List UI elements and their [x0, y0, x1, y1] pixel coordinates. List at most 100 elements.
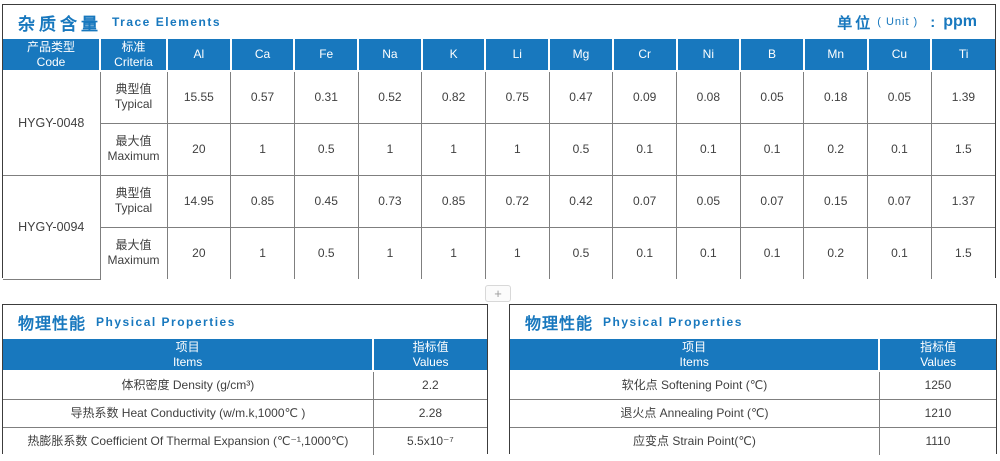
- code-column-header: 产品类型 Code: [3, 39, 101, 72]
- values-column-header-cn: 指标值: [412, 339, 449, 354]
- items-column-header-cn: 项目: [175, 339, 200, 354]
- physical-left-title-en: Physical Properties: [96, 315, 236, 329]
- element-column-header-al: Al: [166, 39, 232, 72]
- items-column-header-en: Items: [172, 354, 203, 369]
- value-cell: 0.07: [867, 174, 932, 228]
- criteria-en: Typical: [114, 201, 153, 215]
- trace-title-en: Trace Elements: [112, 15, 222, 29]
- criteria-cell: 最大值 Maximum: [100, 226, 168, 279]
- property-item-cell: 退火点 Annealing Point (℃): [510, 398, 880, 428]
- criteria-cell: 典型值 Typical: [99, 70, 168, 124]
- element-column-header-na: Na: [357, 39, 423, 72]
- property-item-cell: 软化点 Softening Point (℃): [510, 370, 880, 400]
- value-cell: 0.05: [676, 174, 741, 228]
- physical-left-title-cn: 物理性能: [18, 316, 87, 333]
- element-column-header-k: K: [420, 39, 487, 72]
- physical-right-table: 项目 Items 指标值 Values 软化点 Softening Point …: [510, 339, 996, 455]
- element-column-header-mn: Mn: [802, 39, 869, 72]
- value-cell: 0.5: [548, 122, 614, 176]
- value-cell: 1: [421, 122, 486, 176]
- table-row: 体积密度 Density (g/cm³) 2.2: [3, 370, 487, 400]
- product-code-cell: HYGY-0048: [3, 70, 101, 176]
- property-value-cell: 2.28: [372, 398, 487, 428]
- value-cell: 0.42: [548, 174, 614, 228]
- value-cell: 1.5: [930, 122, 995, 176]
- criteria-cn: 最大值: [115, 238, 152, 253]
- element-column-header-cr: Cr: [611, 39, 678, 72]
- value-cell: 1: [484, 226, 550, 279]
- items-column-header-en: Items: [679, 354, 709, 369]
- value-cell: 0.1: [867, 122, 932, 176]
- value-cell: 0.05: [739, 70, 805, 124]
- trace-elements-table: 产品类型 Code 标准 Criteria Al Ca Fe Na K Li Mg Cr Ni B…: [3, 39, 995, 280]
- value-cell: 1.5: [930, 226, 995, 279]
- value-cell: 0.85: [230, 174, 295, 228]
- criteria-cn: 最大值: [115, 134, 152, 148]
- value-cell: 1: [421, 226, 486, 279]
- unit-value: ppm: [943, 13, 977, 30]
- values-column-header-cn: 指标值: [920, 339, 957, 354]
- criteria-column-header: 标准 Criteria: [99, 39, 168, 72]
- code-column-header-en: Code: [36, 54, 66, 69]
- value-cell: 0.1: [739, 122, 805, 176]
- physical-properties-panel-left: 物理性能 Physical Properties 项目 Items 指标值 Va…: [2, 304, 488, 455]
- expand-button[interactable]: +: [485, 285, 511, 302]
- property-item-cell: 热膨胀系数 Coefficient Of Thermal Expansion (…: [3, 426, 374, 455]
- value-cell: 0.75: [484, 70, 550, 124]
- value-cell: 0.72: [484, 174, 550, 228]
- physical-left-table: 项目 Items 指标值 Values 体积密度 Density (g/cm³)…: [3, 339, 487, 455]
- criteria-en: Maximum: [107, 253, 160, 268]
- value-cell: 1.37: [930, 174, 995, 228]
- value-cell: 0.05: [867, 70, 932, 124]
- trace-title-cn: 杂质含量: [18, 14, 102, 34]
- property-value-cell: 1110: [878, 426, 996, 455]
- value-cell: 0.73: [357, 174, 423, 228]
- value-cell: 1: [357, 122, 423, 176]
- physical-right-table-body: 软化点 Softening Point (℃) 1250 退火点 Annealing…: [510, 370, 996, 455]
- property-value-cell: 1210: [878, 398, 996, 428]
- code-column-header-cn: 产品类型: [26, 39, 75, 54]
- trace-header-row: 产品类型 Code 标准 Criteria Al Ca Fe Na K Li Mg Cr Ni B…: [3, 39, 995, 72]
- items-column-header-cn: 项目: [682, 339, 707, 354]
- value-cell: 0.2: [803, 226, 869, 279]
- table-row: 热膨胀系数 Coefficient Of Thermal Expansion (…: [3, 426, 487, 455]
- element-column-header-ca: Ca: [229, 39, 296, 72]
- element-column-header-fe: Fe: [293, 39, 360, 72]
- physical-left-table-body: 体积密度 Density (g/cm³) 2.2 导热系数 Heat Conduct…: [3, 370, 487, 455]
- criteria-column-header-en: Criteria: [114, 54, 153, 69]
- value-cell: 0.2: [803, 122, 869, 176]
- physical-right-title-cn: 物理性能: [525, 316, 594, 333]
- value-cell: 20: [166, 122, 232, 176]
- criteria-cn: 典型值: [115, 186, 152, 200]
- property-item-cell: 体积密度 Density (g/cm³): [3, 370, 374, 400]
- criteria-cn: 典型值: [115, 82, 152, 97]
- value-cell: 0.09: [612, 70, 677, 124]
- value-cell: 0.82: [421, 70, 486, 124]
- unit-label: 单位 ( Unit ) : ppm: [837, 12, 977, 33]
- physical-right-title-en: Physical Properties: [603, 315, 743, 329]
- items-column-header: 项目 Items: [510, 339, 881, 372]
- physical-right-title-bar: 物理性能 Physical Properties: [510, 305, 996, 339]
- element-column-header-ni: Ni: [675, 39, 742, 72]
- table-row: 最大值 Maximum 20 1 0.5 1 1 1 0.5 0.1 0.1 0.1 0.2 0.1 1.5: [3, 122, 995, 176]
- table-row: 软化点 Softening Point (℃) 1250: [510, 370, 996, 400]
- value-cell: 0.31: [293, 70, 359, 124]
- element-column-header-li: Li: [484, 39, 551, 72]
- criteria-column-header-cn: 标准: [121, 39, 146, 54]
- criteria-en: Typical: [114, 97, 153, 112]
- items-column-header: 项目 Items: [3, 339, 375, 372]
- trace-table-body: HYGY-0048 典型值 Typical 15.55 0.57 0.31 0.52 0.82…: [3, 70, 995, 280]
- property-item-cell: 应变点 Strain Point(℃): [510, 426, 880, 455]
- value-cell: 1.39: [930, 70, 995, 124]
- value-cell: 0.08: [676, 70, 741, 124]
- table-row: HYGY-0048 典型值 Typical 15.55 0.57 0.31 0.52 0.82…: [3, 70, 995, 176]
- table-row: 退火点 Annealing Point (℃) 1210: [510, 398, 996, 428]
- value-cell: 0.07: [612, 174, 677, 228]
- value-cell: 0.5: [548, 226, 614, 279]
- value-cell: 0.1: [612, 226, 677, 279]
- value-cell: 0.15: [803, 174, 869, 228]
- table-row: 导热系数 Heat Conductivity (w/m.k,1000℃ ) 2.2…: [3, 398, 487, 428]
- unit-colon: :: [930, 13, 936, 31]
- property-value-cell: 5.5x10⁻⁷: [372, 426, 487, 455]
- value-cell: 1: [357, 226, 423, 279]
